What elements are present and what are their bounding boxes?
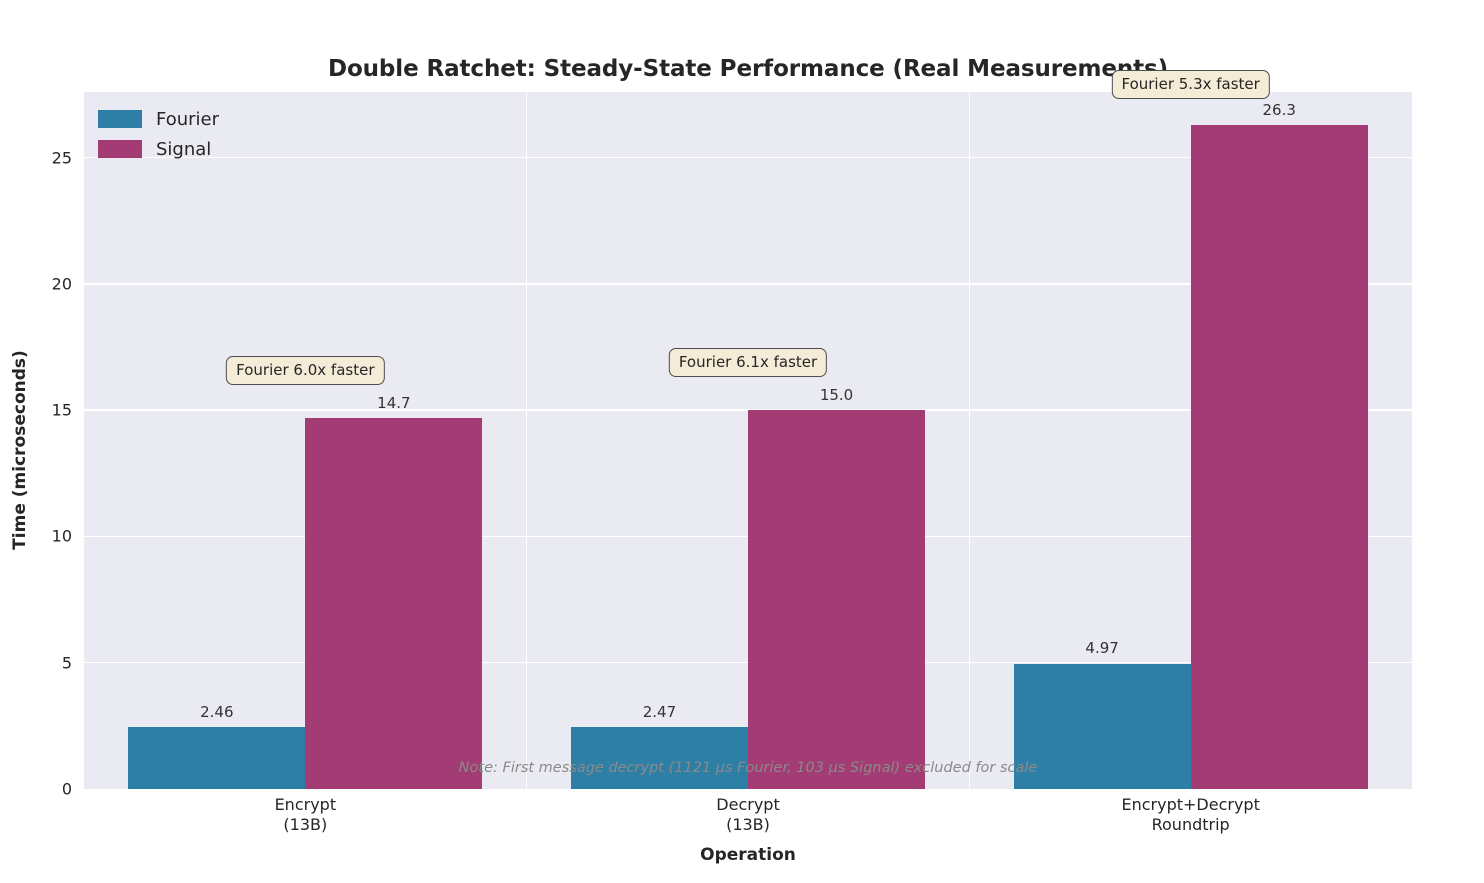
annotation-badge: Fourier 6.0x faster xyxy=(226,355,385,385)
chart-footnote: Note: First message decrypt (1121 µs Fou… xyxy=(458,760,1038,776)
y-tick-label: 5 xyxy=(61,653,72,673)
y-tick-label: 25 xyxy=(51,148,72,168)
bar-fourier-2[interactable] xyxy=(1013,663,1191,789)
gridline-vertical xyxy=(525,92,528,789)
gridline-vertical xyxy=(968,92,971,789)
legend-item-fourier[interactable]: Fourier xyxy=(98,108,219,130)
y-axis-ticks: 0 5 10 15 20 25 xyxy=(0,92,72,798)
bar-signal-2[interactable] xyxy=(1190,124,1368,789)
legend-swatch-signal xyxy=(98,140,142,158)
chart-legend: Fourier Signal xyxy=(98,108,219,160)
x-tick-label: Decrypt (13B) xyxy=(716,795,780,835)
bar-value-label: 14.7 xyxy=(377,393,411,412)
bar-value-label: 2.46 xyxy=(200,702,234,721)
x-tick-label: Encrypt+Decrypt Roundtrip xyxy=(1121,795,1260,835)
bar-value-label: 26.3 xyxy=(1262,100,1296,119)
y-tick-label: 0 xyxy=(61,779,72,799)
bar-signal-1[interactable] xyxy=(748,410,926,789)
gridline-horizontal xyxy=(84,283,1412,285)
y-tick-label: 20 xyxy=(51,274,72,294)
plot-clip xyxy=(84,92,1412,789)
annotation-badge: Fourier 6.1x faster xyxy=(668,348,828,378)
legend-item-signal[interactable]: Signal xyxy=(98,138,219,160)
bar-signal-0[interactable] xyxy=(305,417,483,789)
bar-value-label: 15.0 xyxy=(819,386,854,405)
chart-title: Double Ratchet: Steady-State Performance… xyxy=(327,56,1169,82)
bar-value-label: 2.47 xyxy=(642,702,677,721)
plot-area xyxy=(84,92,1412,789)
x-tick-label: Encrypt (13B) xyxy=(274,795,337,835)
annotation-badge: Fourier 5.3x faster xyxy=(1111,70,1270,100)
bar-fourier-0[interactable] xyxy=(128,726,306,789)
bar-fourier-1[interactable] xyxy=(570,726,748,789)
x-axis-label: Operation xyxy=(700,845,796,865)
gridline-horizontal xyxy=(84,409,1412,411)
legend-label-fourier: Fourier xyxy=(156,108,220,130)
legend-swatch-fourier xyxy=(98,110,142,128)
legend-label-signal: Signal xyxy=(156,138,212,160)
y-tick-label: 10 xyxy=(51,526,72,546)
bar-value-label: 4.97 xyxy=(1085,639,1119,658)
y-tick-label: 15 xyxy=(51,400,72,420)
gridline-horizontal xyxy=(84,156,1412,159)
